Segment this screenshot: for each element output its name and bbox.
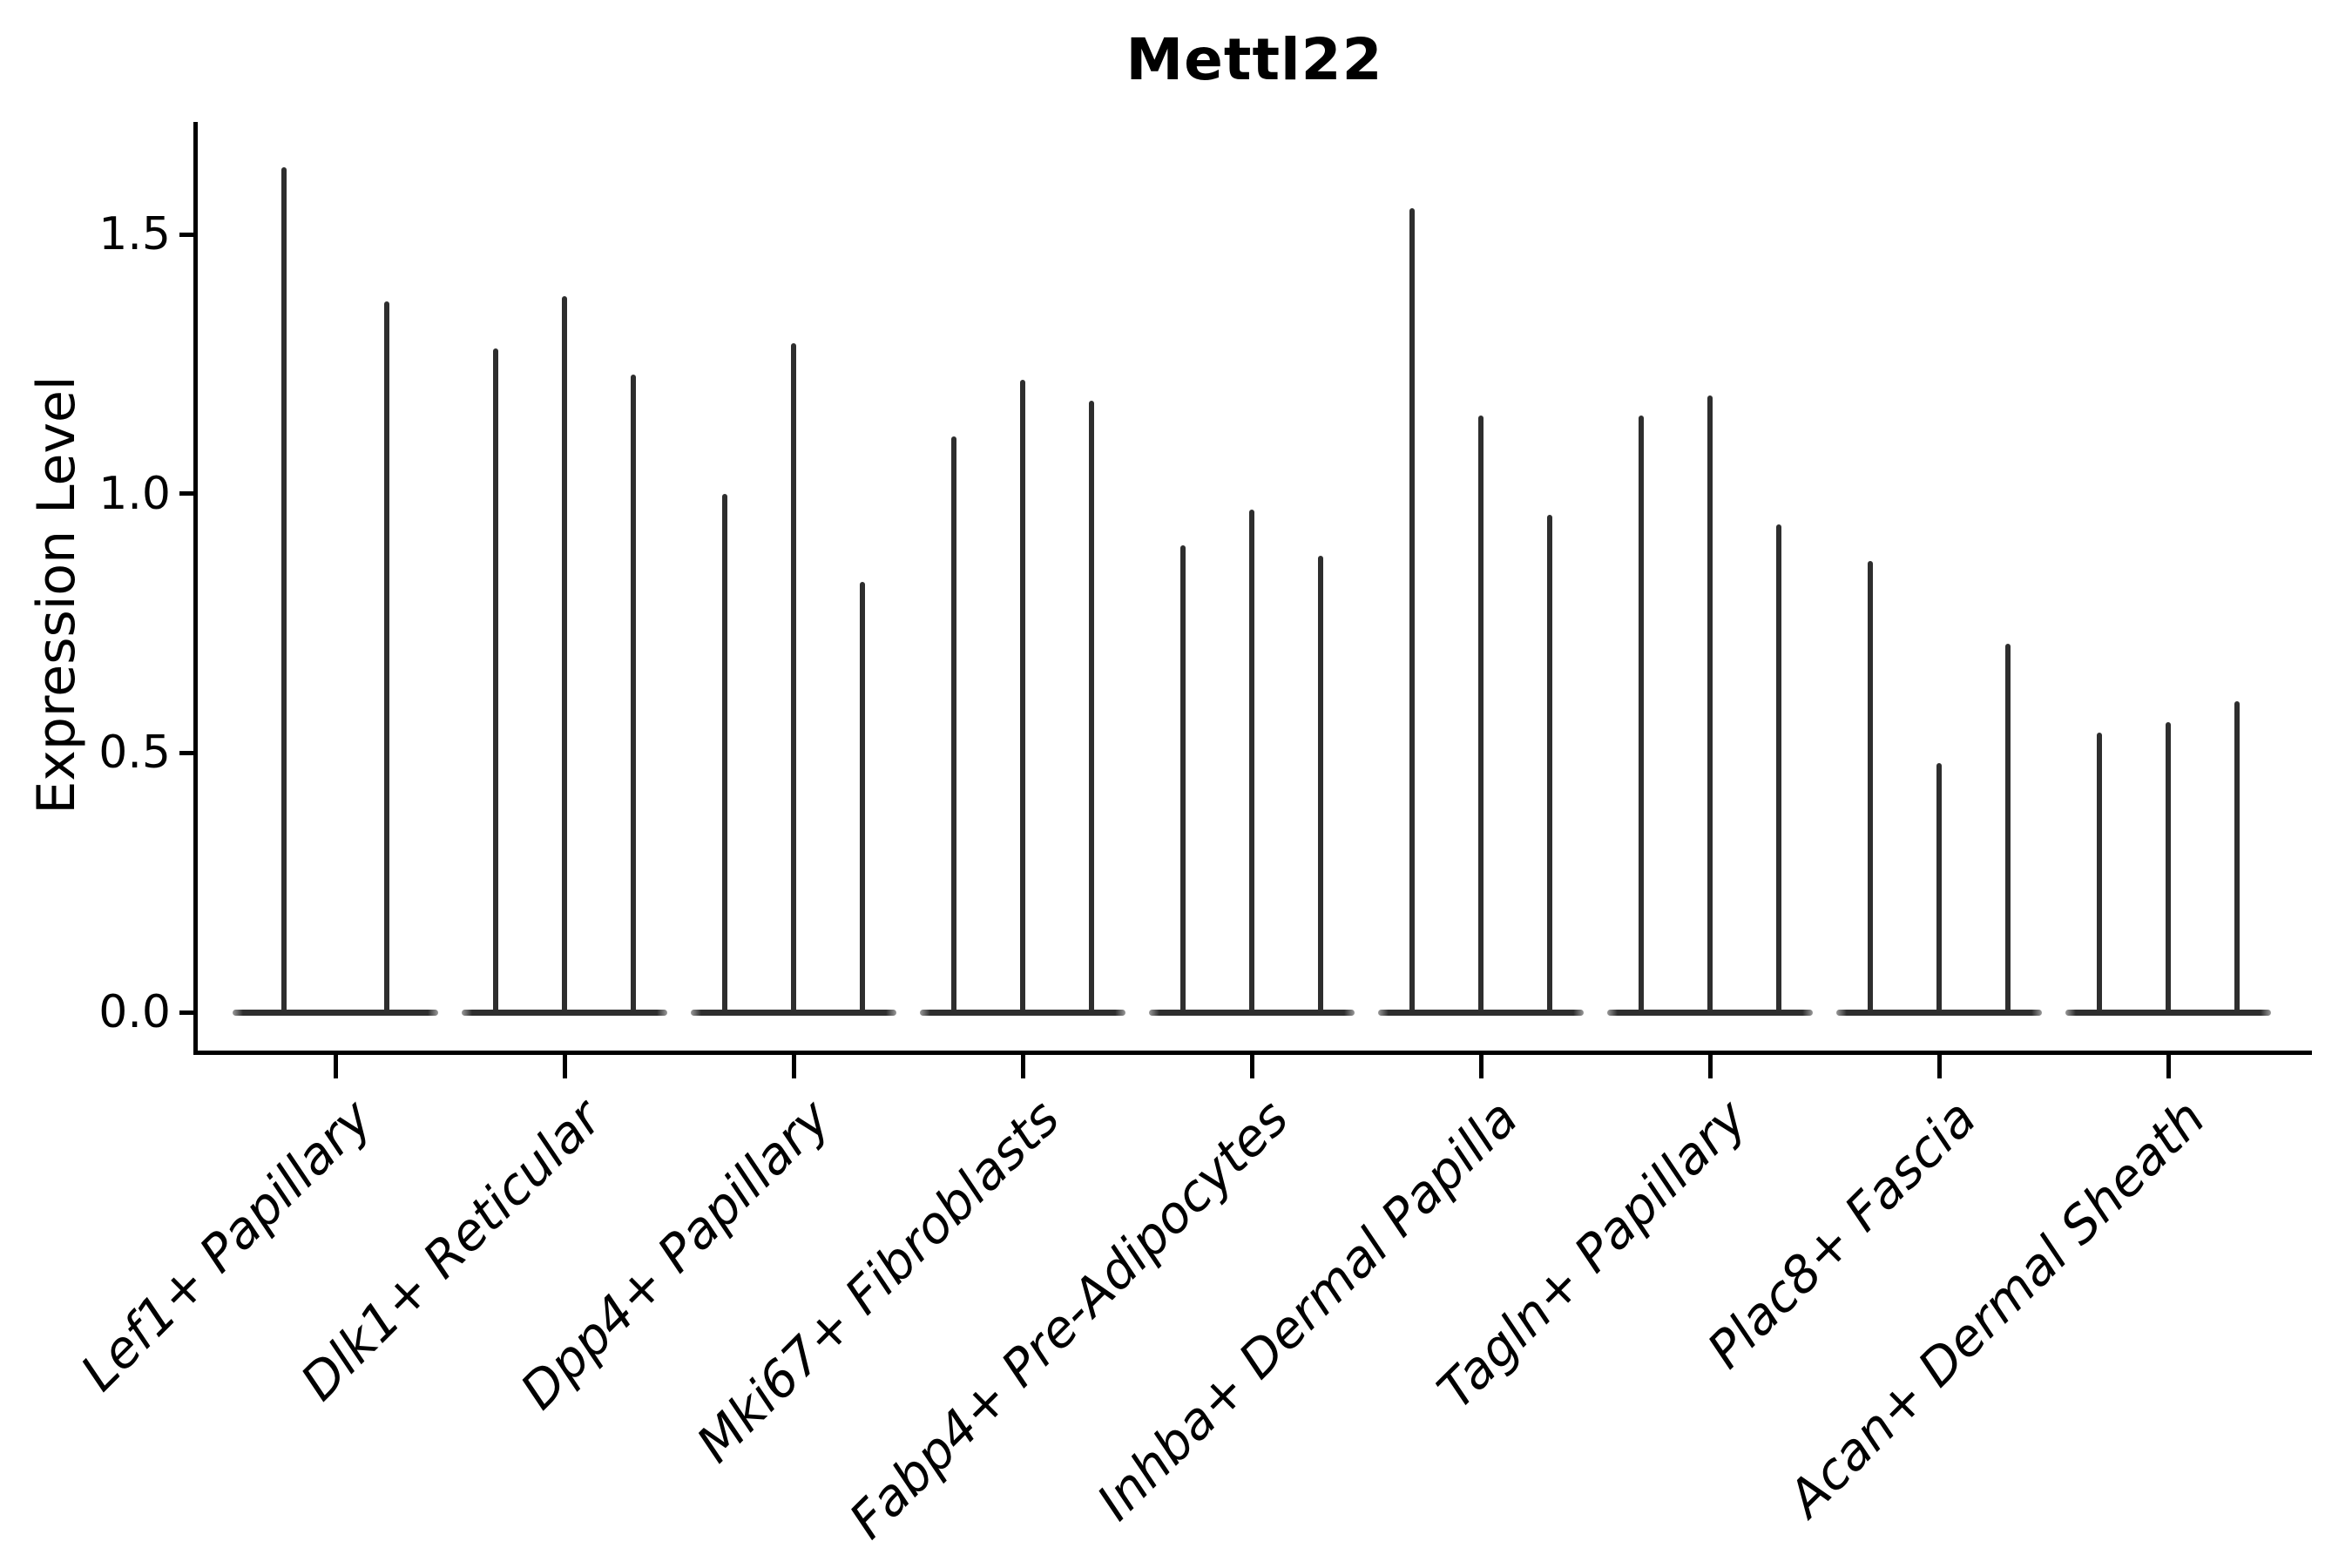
x-tick: [2166, 1055, 2171, 1078]
y-tick-label: 1.5: [98, 208, 171, 261]
x-tick: [1936, 1055, 1942, 1078]
violin-baseline-body: [233, 1009, 438, 1016]
y-tick: [179, 750, 193, 755]
violin-spike: [1478, 416, 1484, 1015]
violin-spike: [1249, 509, 1254, 1015]
violin-spike: [1546, 514, 1552, 1015]
y-axis-label: Expression Level: [26, 375, 87, 814]
x-tick: [1249, 1055, 1254, 1078]
violin-spike: [2097, 732, 2103, 1015]
violin-spike: [1707, 395, 1713, 1015]
x-tick: [791, 1055, 796, 1078]
violin-spike: [630, 374, 636, 1015]
violin-spike: [384, 301, 389, 1015]
violin-spike: [722, 493, 728, 1015]
x-tick: [1478, 1055, 1484, 1078]
y-tick-label: 0.5: [98, 727, 171, 780]
violin-spike: [1409, 208, 1416, 1015]
violin-spike: [1639, 416, 1645, 1015]
violin-spike: [859, 581, 865, 1015]
x-tick: [333, 1055, 338, 1078]
x-tick-label: Inhba+ Dermal Papilla: [1085, 1088, 1530, 1532]
x-tick: [562, 1055, 567, 1078]
violin-spike: [493, 348, 499, 1015]
x-tick-label: Fabp4+ Pre-Adipocytes: [838, 1088, 1301, 1551]
violin-spike: [1936, 763, 1942, 1015]
x-tick: [1707, 1055, 1713, 1078]
x-tick: [1020, 1055, 1025, 1078]
x-tick-label: Acan+ Dermal Sheath: [1776, 1088, 2217, 1529]
violin-spike: [1317, 556, 1323, 1015]
violin-spike: [1775, 524, 1781, 1015]
violin-spike: [2166, 721, 2171, 1015]
violin-spike: [951, 436, 957, 1015]
violin-spike: [791, 343, 796, 1015]
violin-spike: [281, 166, 287, 1015]
violin-spike: [2004, 644, 2011, 1015]
violin-spike: [562, 296, 567, 1015]
x-axis-spine: [193, 1051, 2312, 1055]
violin-spike: [1868, 561, 1874, 1015]
violin-spike: [1088, 400, 1094, 1015]
y-tick: [179, 1010, 193, 1015]
y-tick-label: 0.0: [98, 986, 171, 1038]
y-tick: [179, 232, 193, 237]
y-tick-label: 1.0: [98, 467, 171, 520]
y-tick: [179, 491, 193, 497]
chart-title: Mettl22: [1125, 26, 1383, 93]
violin-spike: [1180, 545, 1186, 1015]
y-axis-spine: [193, 122, 198, 1055]
violin-spike: [1020, 379, 1025, 1015]
violin-spike: [2234, 700, 2240, 1015]
